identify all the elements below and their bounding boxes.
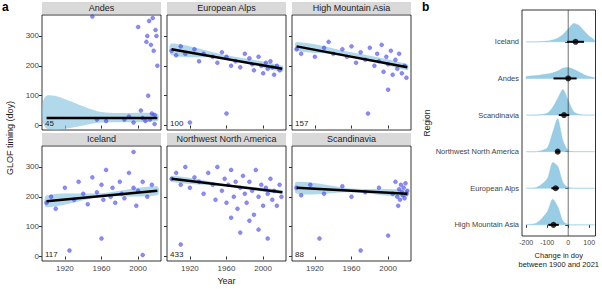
svg-text:between 1900 and 2021: between 1900 and 2021 bbox=[519, 260, 600, 269]
svg-text:0: 0 bbox=[35, 121, 40, 130]
svg-text:Scandinavia: Scandinavia bbox=[327, 134, 376, 144]
svg-text:Region: Region bbox=[422, 109, 432, 136]
svg-text:High Mountain Asia: High Mountain Asia bbox=[454, 220, 519, 229]
svg-text:Change in doy: Change in doy bbox=[535, 251, 584, 260]
svg-text:Year: Year bbox=[217, 276, 235, 286]
svg-text:1960: 1960 bbox=[343, 264, 361, 273]
svg-text:GLOF timing (doy): GLOF timing (doy) bbox=[5, 101, 15, 175]
svg-text:300: 300 bbox=[26, 162, 40, 171]
svg-text:200: 200 bbox=[26, 192, 40, 201]
svg-text:100: 100 bbox=[583, 239, 595, 246]
svg-text:Northwest North America: Northwest North America bbox=[436, 147, 520, 156]
svg-text:European Alps: European Alps bbox=[470, 184, 519, 193]
svg-text:2000: 2000 bbox=[379, 264, 397, 273]
svg-text:0: 0 bbox=[35, 252, 40, 261]
svg-text:45: 45 bbox=[45, 119, 54, 128]
svg-text:Andes: Andes bbox=[498, 74, 520, 83]
svg-text:a: a bbox=[2, 0, 9, 14]
svg-text:Scandinavia: Scandinavia bbox=[478, 111, 520, 120]
svg-text:157: 157 bbox=[295, 119, 309, 128]
svg-text:-200: -200 bbox=[519, 239, 533, 246]
svg-text:European Alps: European Alps bbox=[197, 3, 256, 13]
svg-text:2000: 2000 bbox=[254, 264, 272, 273]
svg-text:1920: 1920 bbox=[181, 264, 199, 273]
svg-text:1960: 1960 bbox=[93, 264, 111, 273]
svg-text:Iceland: Iceland bbox=[495, 37, 519, 46]
svg-text:1920: 1920 bbox=[56, 264, 74, 273]
svg-text:100: 100 bbox=[170, 119, 184, 128]
svg-text:Andes: Andes bbox=[89, 3, 115, 13]
svg-text:Iceland: Iceland bbox=[87, 134, 116, 144]
svg-text:High Mountain Asia: High Mountain Asia bbox=[313, 3, 391, 13]
svg-text:100: 100 bbox=[26, 91, 40, 100]
svg-text:2000: 2000 bbox=[129, 264, 147, 273]
svg-text:433: 433 bbox=[170, 250, 184, 259]
svg-text:117: 117 bbox=[45, 250, 58, 259]
svg-text:0: 0 bbox=[566, 239, 570, 246]
svg-text:300: 300 bbox=[26, 31, 40, 40]
svg-text:b: b bbox=[422, 0, 429, 14]
svg-text:Northwest North America: Northwest North America bbox=[176, 134, 276, 144]
svg-text:100: 100 bbox=[26, 222, 40, 231]
svg-text:-100: -100 bbox=[540, 239, 554, 246]
svg-text:1920: 1920 bbox=[306, 264, 324, 273]
svg-text:1960: 1960 bbox=[218, 264, 236, 273]
svg-text:88: 88 bbox=[295, 250, 304, 259]
svg-text:200: 200 bbox=[26, 61, 40, 70]
